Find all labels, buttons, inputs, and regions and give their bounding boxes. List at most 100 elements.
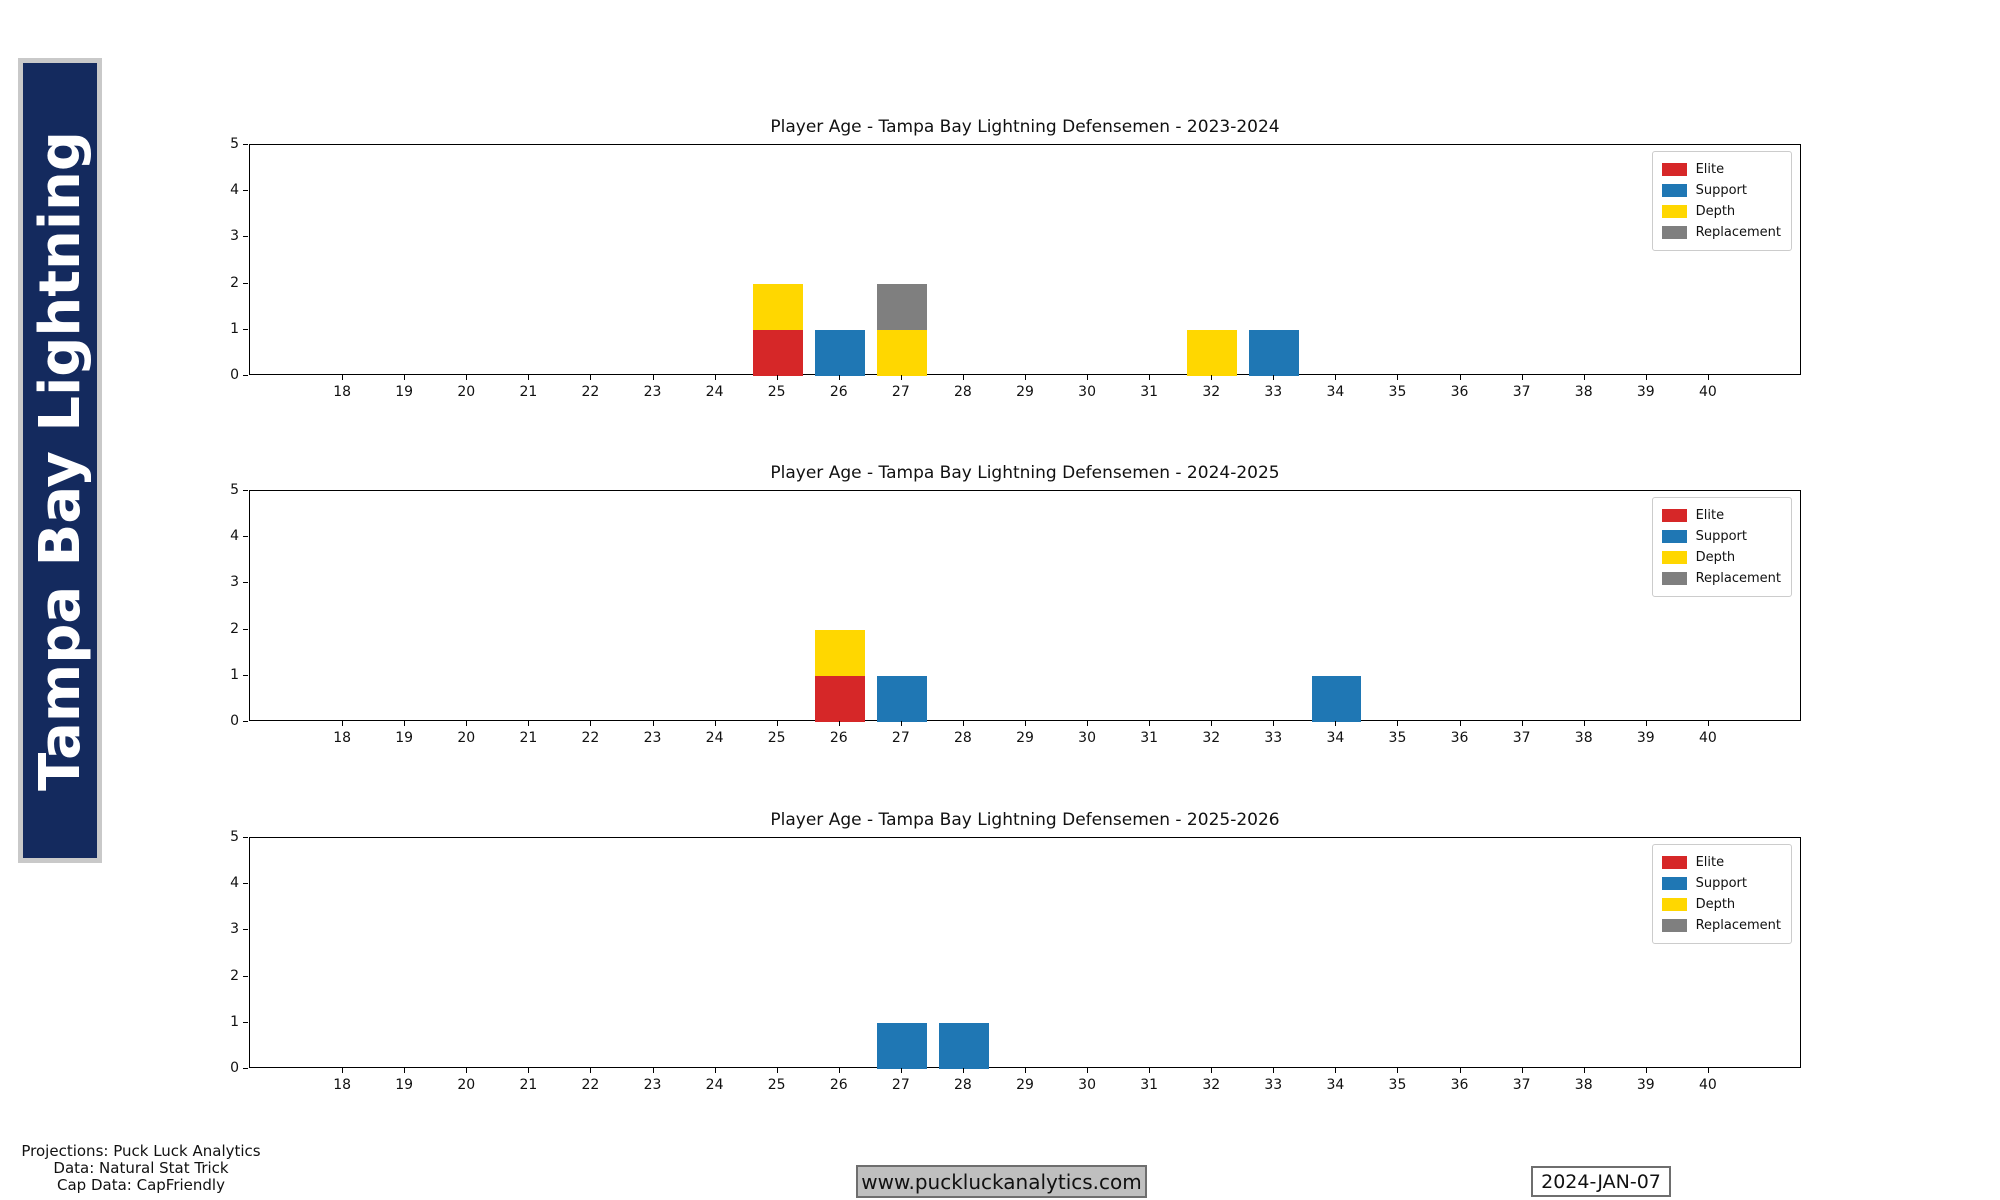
y-tick-label: 2 <box>230 967 239 984</box>
bar-segment-depth <box>814 629 865 676</box>
chart-title: Player Age - Tampa Bay Lightning Defense… <box>770 463 1280 483</box>
x-tick-mark <box>528 721 530 726</box>
chart-title: Player Age - Tampa Bay Lightning Defense… <box>770 117 1280 137</box>
x-tick-mark <box>1397 721 1399 726</box>
x-tick-mark <box>466 721 468 726</box>
bar-segment-replacement <box>877 283 927 330</box>
x-tick-mark <box>1459 721 1461 726</box>
x-tick-mark <box>900 375 902 380</box>
x-tick-mark <box>776 375 778 380</box>
legend-swatch-support <box>1661 530 1687 543</box>
x-tick-label: 39 <box>1636 384 1655 400</box>
legend-label-depth: Depth <box>1695 204 1736 219</box>
x-tick-mark <box>590 1068 592 1073</box>
x-tick-label: 32 <box>1202 1077 1221 1093</box>
x-tick-mark <box>404 1068 406 1073</box>
legend-row-replacement: Replacement <box>1661 222 1781 243</box>
legend-label-depth: Depth <box>1695 897 1736 912</box>
y-tick-label: 3 <box>230 574 239 591</box>
y-tick-label: 5 <box>230 136 239 152</box>
x-tick-mark <box>1087 375 1089 380</box>
legend-label-replacement: Replacement <box>1695 918 1781 933</box>
y-tick-mark <box>243 883 248 885</box>
date-box: 2024-JAN-07 <box>1531 1166 1671 1197</box>
bar-segment-support <box>1249 329 1300 376</box>
legend-swatch-elite <box>1661 509 1687 522</box>
x-tick-label: 30 <box>1078 730 1096 746</box>
y-tick-mark <box>243 674 248 676</box>
x-tick-mark <box>590 375 592 380</box>
x-tick-label: 37 <box>1512 1077 1531 1093</box>
x-tick-label: 23 <box>643 1077 662 1093</box>
x-tick-label: 22 <box>581 730 600 746</box>
x-tick-label: 35 <box>1388 1077 1407 1093</box>
x-tick-label: 33 <box>1264 1077 1283 1093</box>
x-tick-label: 31 <box>1140 730 1159 746</box>
legend: Elite Support Depth Replacement <box>1651 497 1792 597</box>
legend-row-depth: Depth <box>1661 894 1781 915</box>
x-tick-label: 26 <box>829 384 848 400</box>
y-tick-mark <box>243 721 248 722</box>
x-tick-mark <box>1645 721 1647 726</box>
x-tick-mark <box>776 1068 778 1073</box>
legend-label-support: Support <box>1695 183 1747 198</box>
bar-segment-support <box>939 1022 989 1069</box>
legend-label-support: Support <box>1695 529 1747 544</box>
legend-label-elite: Elite <box>1695 162 1725 177</box>
x-tick-mark <box>1087 1068 1089 1073</box>
x-tick-label: 24 <box>705 1077 724 1093</box>
x-tick-mark <box>1335 375 1337 380</box>
legend-swatch-replacement <box>1661 919 1687 932</box>
x-tick-mark <box>590 721 592 726</box>
y-tick-label: 5 <box>230 829 239 845</box>
x-tick-mark <box>1583 1068 1585 1073</box>
credits-block: Projections: Puck Luck Analytics Data: N… <box>10 1143 272 1194</box>
x-tick-label: 28 <box>953 1077 972 1093</box>
y-tick-mark <box>243 328 248 330</box>
x-tick-label: 24 <box>705 730 724 746</box>
x-tick-label: 35 <box>1388 730 1407 746</box>
website-url-text: www.puckluckanalytics.com <box>861 1169 1142 1194</box>
x-tick-mark <box>1211 375 1213 380</box>
y-tick-mark <box>243 628 248 630</box>
y-tick-label: 0 <box>230 713 239 729</box>
bar-segment-support <box>877 1022 927 1069</box>
x-tick-mark <box>1273 1068 1275 1073</box>
bar-segment-elite <box>752 329 803 376</box>
x-tick-mark <box>1335 1068 1337 1073</box>
x-tick-label: 20 <box>457 1077 476 1093</box>
x-tick-mark <box>714 721 716 726</box>
y-tick-label: 2 <box>230 274 239 291</box>
x-tick-mark <box>714 375 716 380</box>
team-banner: Tampa Bay Lightning <box>18 58 102 863</box>
x-tick-label: 25 <box>767 1077 786 1093</box>
x-tick-label: 21 <box>519 384 538 400</box>
x-tick-label: 29 <box>1016 730 1034 746</box>
x-tick-mark <box>962 1068 964 1073</box>
x-tick-mark <box>838 721 840 726</box>
x-tick-mark <box>776 721 778 726</box>
x-tick-mark <box>1521 721 1523 726</box>
y-tick-mark <box>243 375 248 376</box>
x-tick-label: 19 <box>395 384 414 400</box>
x-tick-label: 31 <box>1140 384 1159 400</box>
x-tick-label: 33 <box>1264 730 1283 746</box>
credit-cap-data: Cap Data: CapFriendly <box>57 1176 225 1194</box>
x-tick-label: 18 <box>333 730 352 746</box>
plot-area: Elite Support Depth Replacement <box>249 144 1801 376</box>
x-tick-mark <box>1707 375 1709 380</box>
legend-row-elite: Elite <box>1661 505 1781 526</box>
x-tick-label: 20 <box>457 384 476 400</box>
legend-label-elite: Elite <box>1695 508 1725 523</box>
x-tick-mark <box>1397 375 1399 380</box>
x-tick-mark <box>1397 1068 1399 1073</box>
x-tick-mark <box>1211 721 1213 726</box>
x-tick-label: 38 <box>1574 730 1593 746</box>
legend-row-elite: Elite <box>1661 852 1781 873</box>
x-tick-label: 40 <box>1698 730 1717 746</box>
legend-row-support: Support <box>1661 873 1781 894</box>
x-tick-label: 20 <box>457 730 476 746</box>
bar-segment-depth <box>877 329 927 376</box>
legend-label-elite: Elite <box>1695 855 1725 870</box>
x-tick-label: 26 <box>829 730 848 746</box>
